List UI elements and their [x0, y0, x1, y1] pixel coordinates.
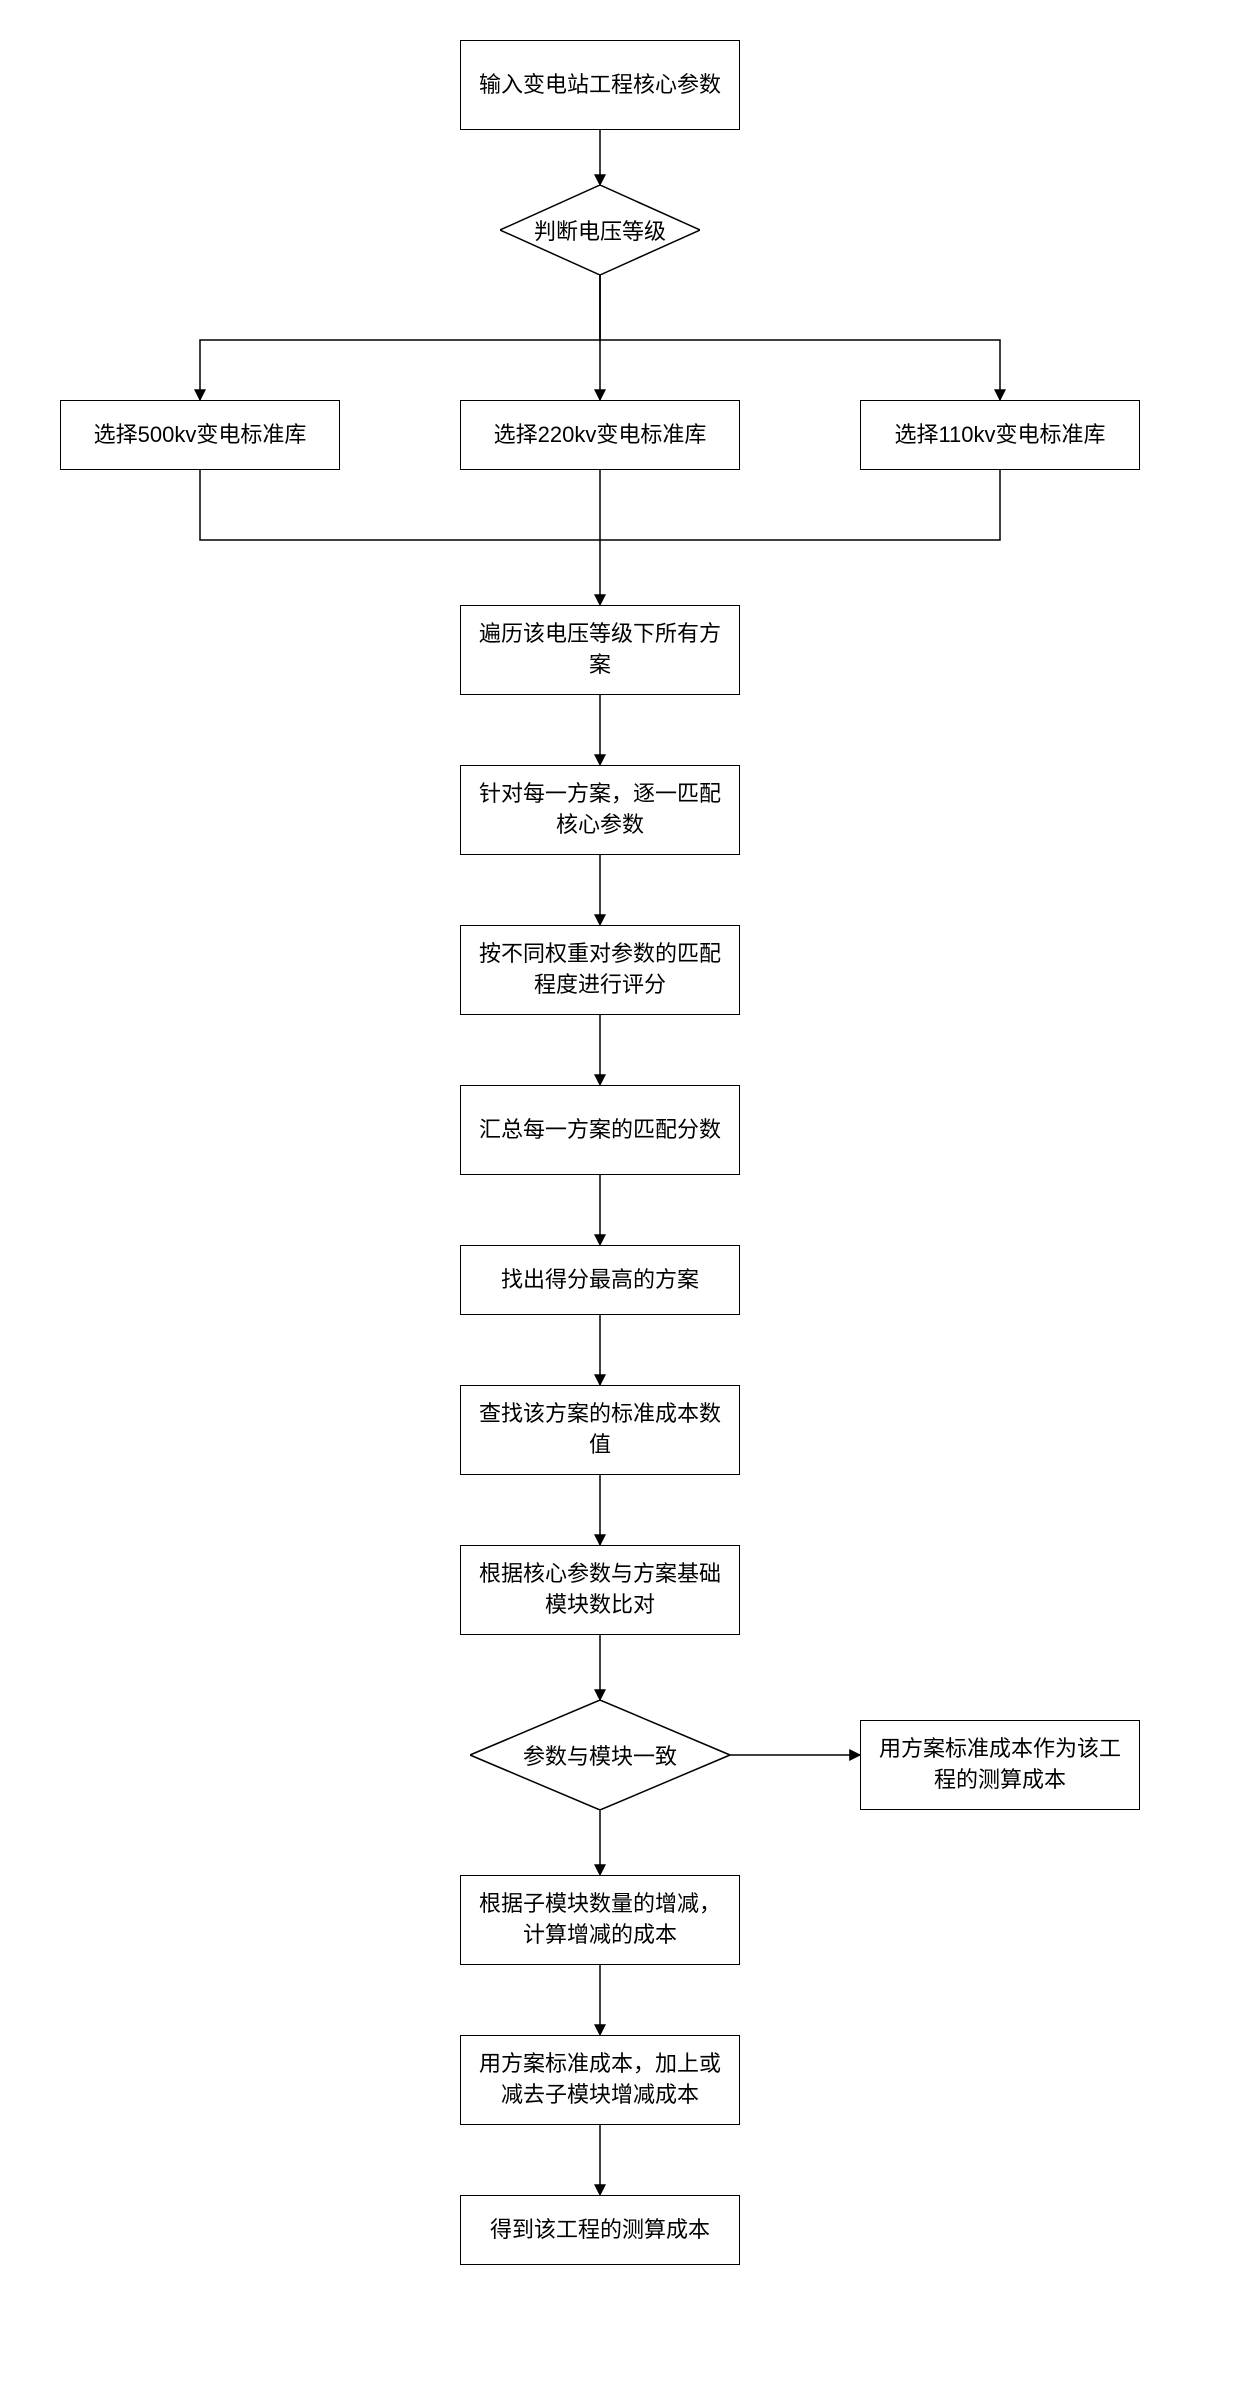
node-iterate-schemes: 遍历该电压等级下所有方案 — [460, 605, 740, 695]
node-label: 查找该方案的标准成本数值 — [473, 1399, 727, 1461]
node-final-cost: 得到该工程的测算成本 — [460, 2195, 740, 2265]
node-sum-scores: 汇总每一方案的匹配分数 — [460, 1085, 740, 1175]
node-label: 遍历该电压等级下所有方案 — [473, 619, 727, 681]
node-label: 得到该工程的测算成本 — [490, 2215, 710, 2246]
node-label: 参数与模块一致 — [523, 1739, 677, 1771]
node-label: 输入变电站工程核心参数 — [479, 70, 721, 101]
node-judge-voltage: 判断电压等级 — [500, 185, 700, 275]
node-params-match: 参数与模块一致 — [470, 1700, 730, 1810]
flowchart-canvas: 输入变电站工程核心参数 判断电压等级 选择500kv变电标准库 选择220kv变… — [20, 20, 1220, 2369]
node-score-weights: 按不同权重对参数的匹配程度进行评分 — [460, 925, 740, 1015]
node-label: 选择500kv变电标准库 — [94, 420, 307, 451]
node-lib-220kv: 选择220kv变电标准库 — [460, 400, 740, 470]
node-label: 找出得分最高的方案 — [501, 1265, 699, 1296]
node-lib-500kv: 选择500kv变电标准库 — [60, 400, 340, 470]
node-label: 针对每一方案，逐一匹配核心参数 — [473, 779, 727, 841]
node-label: 选择220kv变电标准库 — [494, 420, 707, 451]
node-lib-110kv: 选择110kv变电标准库 — [860, 400, 1140, 470]
node-label: 用方案标准成本作为该工程的测算成本 — [873, 1734, 1127, 1796]
node-input-params: 输入变电站工程核心参数 — [460, 40, 740, 130]
node-match-params: 针对每一方案，逐一匹配核心参数 — [460, 765, 740, 855]
node-label: 根据子模块数量的增减，计算增减的成本 — [473, 1889, 727, 1951]
node-adjust-cost: 用方案标准成本，加上或减去子模块增减成本 — [460, 2035, 740, 2125]
flowchart-edges — [20, 20, 1220, 2369]
node-label: 判断电压等级 — [534, 214, 666, 246]
node-label: 汇总每一方案的匹配分数 — [479, 1115, 721, 1146]
node-label: 选择110kv变电标准库 — [894, 420, 1105, 451]
node-use-standard-cost: 用方案标准成本作为该工程的测算成本 — [860, 1720, 1140, 1810]
node-lookup-cost: 查找该方案的标准成本数值 — [460, 1385, 740, 1475]
node-label: 用方案标准成本，加上或减去子模块增减成本 — [473, 2049, 727, 2111]
node-label: 根据核心参数与方案基础模块数比对 — [473, 1559, 727, 1621]
node-label: 按不同权重对参数的匹配程度进行评分 — [473, 939, 727, 1001]
node-delta-cost: 根据子模块数量的增减，计算增减的成本 — [460, 1875, 740, 1965]
node-compare-modules: 根据核心参数与方案基础模块数比对 — [460, 1545, 740, 1635]
node-top-scheme: 找出得分最高的方案 — [460, 1245, 740, 1315]
